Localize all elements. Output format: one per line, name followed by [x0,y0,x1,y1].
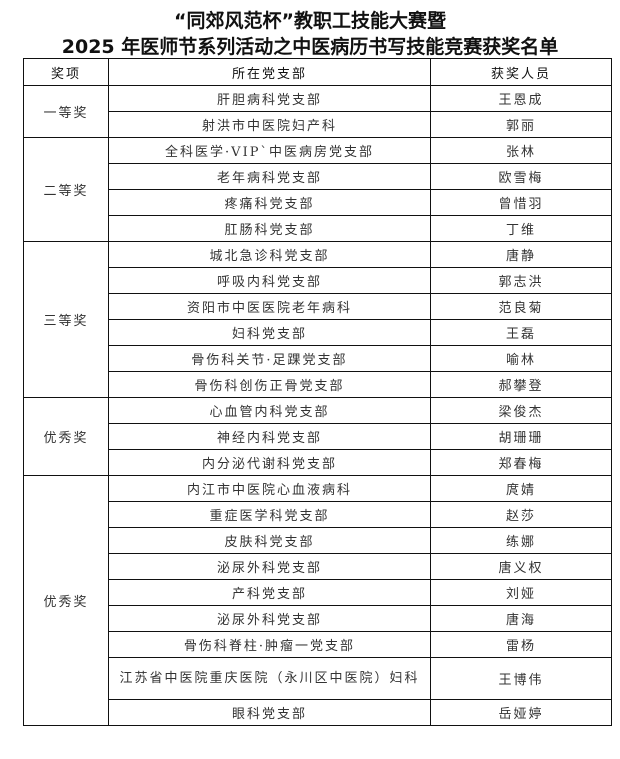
table-row: 内分泌代谢科党支部 郑春梅 [24,449,612,476]
table-row: 骨伤科关节·足踝党支部 喻林 [24,345,612,372]
winner-cell: 赵莎 [430,501,612,528]
award-level-cell: 一等奖 [23,85,109,138]
table-row: 疼痛科党支部 曾惜羽 [24,189,612,216]
branch-cell: 内分泌代谢科党支部 [108,449,431,476]
table-body: 一等奖 肝胆病科党支部 王恩成 射洪市中医院妇产科 郭丽 二等奖 全科医学·VIP`中医病房… [23,85,612,726]
winner-cell: 张林 [430,137,612,164]
branch-cell: 疼痛科党支部 [108,189,431,216]
table-row: 妇科党支部 王磊 [24,319,612,346]
winner-cell: 欧雪梅 [430,163,612,190]
table-row: 皮肤科党支部 练娜 [24,527,612,554]
table-row: 神经内科党支部 胡珊珊 [24,423,612,450]
table-row: 三等奖 城北急诊科党支部 唐静 [23,241,612,398]
winner-cell: 郭丽 [430,111,612,138]
branch-cell: 骨伤科创伤正骨党支部 [108,371,431,398]
winner-cell: 唐静 [430,241,612,268]
award-level-cell: 三等奖 [23,241,109,398]
branch-cell: 肝胆病科党支部 [108,85,431,112]
title-line-1: “同郊风范杯”教职工技能大赛暨 [174,10,446,32]
branch-cell: 神经内科党支部 [108,423,431,450]
branch-cell: 皮肤科党支部 [108,527,431,554]
table-row: 眼科党支部 岳娅婷 [24,699,612,726]
winner-cell: 丁维 [430,215,612,242]
winner-cell: 王磊 [430,319,612,346]
branch-cell: 骨伤科关节·足踝党支部 [108,345,431,372]
header-row: 奖项 所在党支部 获奖人员 [23,58,612,86]
award-level-cell: 优秀奖 [23,397,109,476]
branch-cell: 江苏省中医院重庆医院（永川区中医院）妇科 [108,657,431,700]
table-row: 泌尿外科党支部 唐海 [24,605,612,632]
award-table: 奖项 所在党支部 获奖人员 一等奖 肝胆病科党支部 王恩成 射洪市中医院妇产科 郭丽 二等… [23,58,612,726]
winner-cell: 王恩成 [430,85,612,112]
table-row: 老年病科党支部 欧雪梅 [24,163,612,190]
branch-cell: 心血管内科党支部 [108,397,431,424]
winner-cell: 喻林 [430,345,612,372]
winner-cell: 唐义权 [430,553,612,580]
table-row: 产科党支部 刘娅 [24,579,612,606]
winner-cell: 练娜 [430,527,612,554]
award-level-cell: 二等奖 [23,137,109,242]
winner-cell: 庹婧 [430,475,612,502]
table-row: 呼吸内科党支部 郭志洪 [24,267,612,294]
header-winner: 获奖人员 [430,58,612,86]
winner-cell: 唐海 [430,605,612,632]
table-row: 肛肠科党支部 丁维 [24,215,612,242]
winner-cell: 郑春梅 [430,449,612,476]
winner-cell: 曾惜羽 [430,189,612,216]
table-row: 一等奖 肝胆病科党支部 王恩成 [23,85,612,138]
table-row: 二等奖 全科医学·VIP`中医病房党支部 张林 [23,137,612,242]
header-branch: 所在党支部 [108,58,431,86]
branch-cell: 呼吸内科党支部 [108,267,431,294]
winner-cell: 雷杨 [430,631,612,658]
branch-cell: 肛肠科党支部 [108,215,431,242]
winner-cell: 梁俊杰 [430,397,612,424]
winner-cell: 刘娅 [430,579,612,606]
branch-cell: 泌尿外科党支部 [108,605,431,632]
branch-cell: 射洪市中医院妇产科 [108,111,431,138]
branch-cell: 资阳市中医医院老年病科 [108,293,431,320]
winner-cell: 胡珊珊 [430,423,612,450]
table-row: 资阳市中医医院老年病科 范良菊 [24,293,612,320]
branch-cell: 重症医学科党支部 [108,501,431,528]
branch-cell: 眼科党支部 [108,699,431,726]
table-row: 江苏省中医院重庆医院（永川区中医院）妇科 王博伟 [24,657,612,700]
award-level-cell: 优秀奖 [23,475,109,726]
branch-cell: 全科医学·VIP`中医病房党支部 [108,137,431,164]
branch-cell: 内江市中医院心血液病科 [108,475,431,502]
table-row: 优秀奖 内江市中医院心血液病科 庹婧 [23,475,612,726]
branch-cell: 城北急诊科党支部 [108,241,431,268]
table-row: 骨伤科脊柱·肿瘤一党支部 雷杨 [24,631,612,658]
winner-cell: 郝攀登 [430,371,612,398]
branch-cell: 老年病科党支部 [108,163,431,190]
branch-cell: 产科党支部 [108,579,431,606]
winner-cell: 岳娅婷 [430,699,612,726]
table-row: 射洪市中医院妇产科 郭丽 [24,111,612,138]
branch-cell: 泌尿外科党支部 [108,553,431,580]
table-row: 泌尿外科党支部 唐义权 [24,553,612,580]
winner-cell: 范良菊 [430,293,612,320]
branch-cell: 妇科党支部 [108,319,431,346]
table-row: 优秀奖 心血管内科党支部 梁俊杰 [23,397,612,476]
header-award: 奖项 [23,58,109,86]
table-row: 重症医学科党支部 赵莎 [24,501,612,528]
branch-cell: 骨伤科脊柱·肿瘤一党支部 [108,631,431,658]
winner-cell: 郭志洪 [430,267,612,294]
table-row: 骨伤科创伤正骨党支部 郝攀登 [24,371,612,398]
title-line-2: 2025 年医师节系列活动之中医病历书写技能竞赛获奖名单 [61,36,559,58]
winner-cell: 王博伟 [430,657,612,700]
